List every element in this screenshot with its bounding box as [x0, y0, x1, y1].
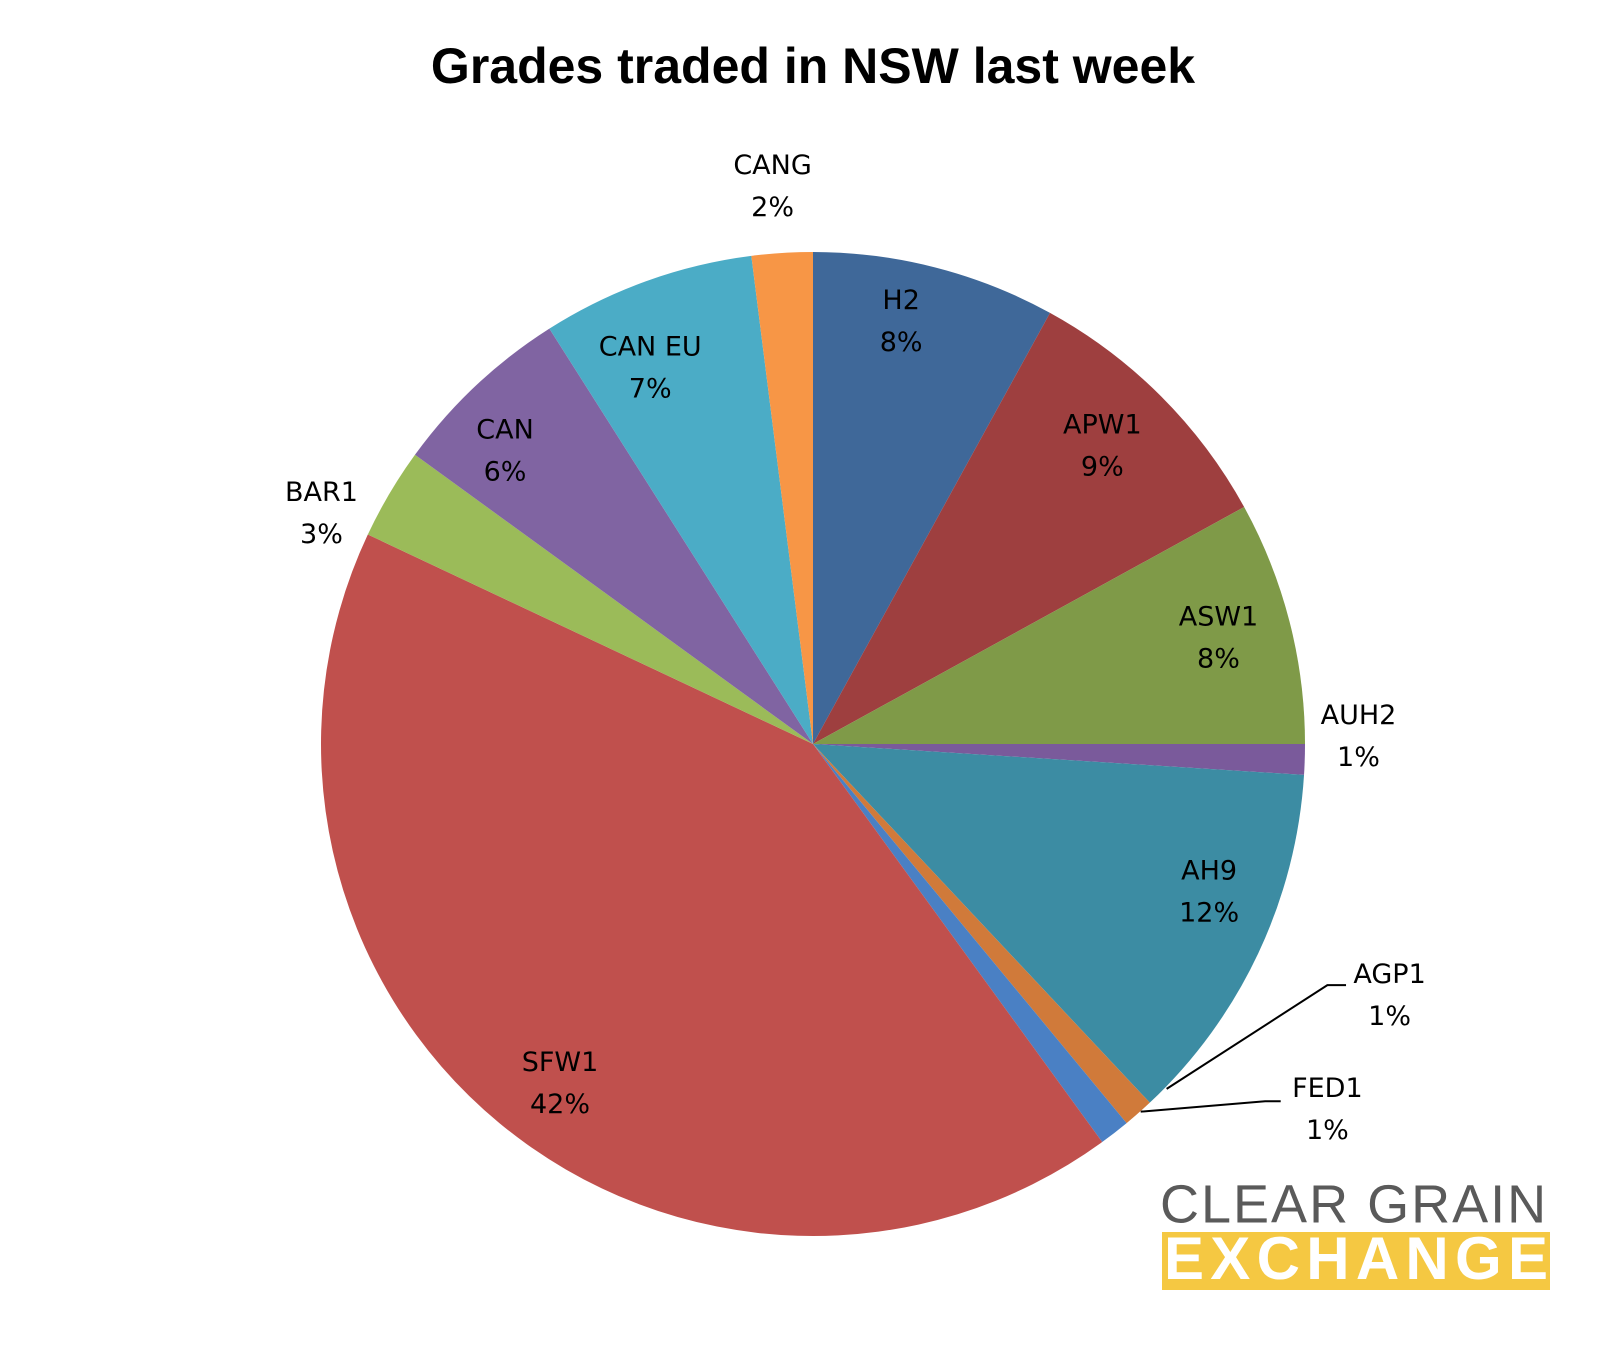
- slice-value-label: 1%: [1368, 1001, 1411, 1032]
- pie-slice: [813, 506, 1305, 744]
- slice-value-label: 2%: [751, 192, 794, 223]
- pie-slice: [321, 534, 1103, 1236]
- slice-label: SFW1: [522, 1047, 599, 1078]
- pie-slice: [813, 744, 1305, 1103]
- pie-slice: [549, 255, 813, 744]
- slice-label: H2: [882, 285, 919, 316]
- pie-slice: [813, 744, 1305, 775]
- slice-value-label: 8%: [1197, 643, 1240, 674]
- slice-label: APW1: [1063, 409, 1142, 440]
- pie-slice: [813, 312, 1245, 744]
- chart-title: Grades traded in NSW last week: [431, 38, 1195, 94]
- slice-label: AH9: [1181, 855, 1237, 886]
- pie-slice: [813, 744, 1127, 1143]
- slice-label: BAR1: [285, 477, 358, 508]
- slice-label: CANG: [733, 150, 811, 181]
- slice-value-label: 8%: [880, 327, 923, 358]
- slice-label: AUH2: [1321, 700, 1397, 731]
- slice-value-label: 1%: [1337, 742, 1380, 773]
- pie-slice: [367, 454, 813, 744]
- slice-label: CAN: [476, 415, 534, 446]
- slice-value-label: 12%: [1179, 897, 1239, 928]
- slice-value-label: 7%: [629, 374, 672, 405]
- slice-label: ASW1: [1179, 601, 1258, 632]
- slice-label: AGP1: [1353, 959, 1425, 990]
- logo-band: [1162, 1232, 1550, 1290]
- pie-slice: [813, 744, 1150, 1124]
- slice-value-label: 9%: [1081, 451, 1124, 482]
- slice-value-label: 3%: [300, 519, 343, 550]
- logo-line1: CLEAR GRAIN: [1160, 1174, 1548, 1234]
- slice-value-label: 42%: [530, 1089, 590, 1120]
- slice-label: CAN EU: [599, 332, 702, 363]
- pie-slice: [751, 252, 813, 744]
- slice-label: FED1: [1292, 1073, 1363, 1104]
- leader-line: [1140, 1100, 1281, 1113]
- slice-value-label: 1%: [1306, 1115, 1349, 1146]
- pie-slice: [813, 252, 1051, 744]
- leader-line: [1166, 984, 1347, 1090]
- slice-value-label: 6%: [484, 457, 527, 488]
- pie-slice: [414, 328, 813, 744]
- logo-line2: EXCHANGE: [1164, 1225, 1548, 1292]
